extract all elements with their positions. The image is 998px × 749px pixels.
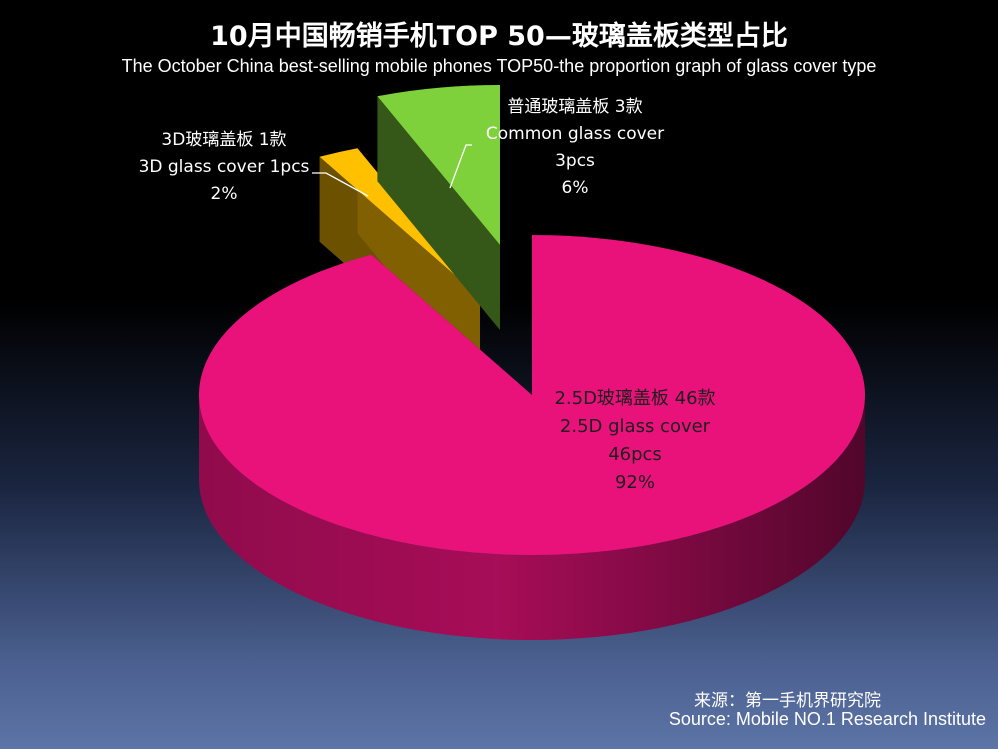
label-2-5d-percent: 92% bbox=[614, 472, 655, 493]
label-common-cn: 普通玻璃盖板 3款 bbox=[507, 97, 643, 117]
label-common-percent: 6% bbox=[561, 178, 589, 198]
slice-3d-glass-cover-top bbox=[319, 148, 480, 297]
label-3d-cn: 3D玻璃盖板 1款 bbox=[161, 130, 287, 150]
leader-line-common bbox=[449, 144, 472, 189]
label-common-count: 3pcs bbox=[555, 151, 595, 171]
label-common-en: Common glass cover bbox=[485, 124, 665, 144]
slice-2-5d-glass-cover bbox=[199, 235, 866, 640]
slice-2-5d-glass-cover-top bbox=[199, 235, 866, 555]
source-en: Source: Mobile NO.1 Research Institute bbox=[668, 709, 986, 729]
label-3d-percent: 2% bbox=[210, 184, 238, 204]
source-cn: 来源：第一手机界研究院 bbox=[694, 691, 881, 711]
slice-2-5d-glass-cover-side bbox=[199, 395, 865, 640]
data-label-common-glass-cover: 普通玻璃盖板 3款 Common glass cover 3pcs 6% bbox=[486, 94, 664, 202]
label-2-5d-cn: 2.5D玻璃盖板 46款 bbox=[554, 388, 716, 409]
leader-line-3d bbox=[312, 172, 369, 197]
chart-subtitle: The October China best-selling mobile ph… bbox=[121, 56, 877, 76]
label-2-5d-count: 46pcs bbox=[608, 444, 662, 465]
slice-common-glass-cover-top bbox=[377, 85, 500, 245]
label-2-5d-en: 2.5D glass cover bbox=[559, 416, 711, 437]
slice-common-glass-cover bbox=[377, 85, 500, 330]
data-label-3d-glass-cover: 3D玻璃盖板 1款 3D glass cover 1pcs 2% bbox=[139, 127, 310, 208]
slice-common-glass-cover-cut-face bbox=[377, 96, 500, 330]
chart-title: 10月中国畅销手机TOP 50—玻璃盖板类型占比 bbox=[210, 21, 788, 52]
label-3d-en: 3D glass cover 1pcs bbox=[138, 157, 310, 177]
data-label-2-5d-glass-cover: 2.5D玻璃盖板 46款 2.5D glass cover 46pcs 92% bbox=[554, 385, 715, 497]
